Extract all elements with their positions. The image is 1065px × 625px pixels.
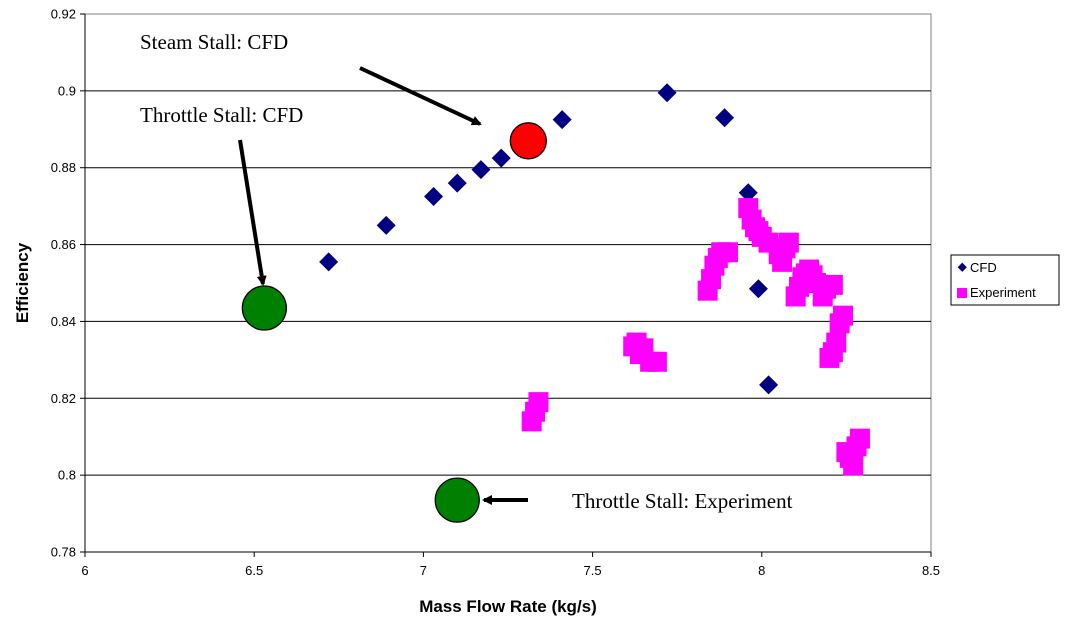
y-tick-label: 0.82 xyxy=(51,391,76,406)
cfd-point xyxy=(657,83,677,103)
y-tick-label: 0.8 xyxy=(58,468,76,483)
y-tick-labels: 0.78 0.8 0.82 0.84 0.86 0.88 0.9 0.92 xyxy=(51,7,76,560)
y-tick-label: 0.78 xyxy=(51,545,76,560)
y-tick-label: 0.88 xyxy=(51,160,76,175)
x-tick-labels: 6 6.5 7 7.5 8 8.5 xyxy=(81,563,940,578)
series-cfd xyxy=(319,83,779,395)
annotation-throttle-stall-experiment: Throttle Stall: Experiment xyxy=(434,477,793,523)
y-tick-label: 0.86 xyxy=(51,237,76,252)
x-tick-label: 7 xyxy=(420,563,427,578)
x-axis-title: Mass Flow Rate (kg/s) xyxy=(419,597,597,616)
experiment-point xyxy=(849,428,870,449)
steam-stall-cfd-arrow xyxy=(359,66,482,126)
experiment-point xyxy=(528,392,549,413)
throttle-stall-cfd-marker xyxy=(241,285,288,331)
series-experiment xyxy=(521,198,870,476)
throttle-stall-cfd-arrow xyxy=(238,139,267,286)
experiment-point xyxy=(717,242,738,263)
legend-box xyxy=(950,254,1060,306)
legend: CFD Experiment xyxy=(950,254,1060,306)
cfd-point xyxy=(471,160,491,180)
experiment-point xyxy=(826,332,847,353)
steam-stall-cfd-label: Steam Stall: CFD xyxy=(140,30,288,54)
cfd-point xyxy=(552,110,572,130)
axes xyxy=(80,13,932,557)
experiment-point xyxy=(646,351,667,372)
throttle-stall-cfd-label: Throttle Stall: CFD xyxy=(140,103,303,127)
cfd-point xyxy=(759,375,779,395)
experiment-point xyxy=(778,232,799,253)
y-tick-label: 0.92 xyxy=(51,7,76,22)
experiment-point xyxy=(843,455,864,476)
experiment-point xyxy=(833,305,854,326)
steam-stall-cfd-marker xyxy=(509,122,547,160)
y-tick-label: 0.9 xyxy=(58,83,76,98)
legend-cfd-label: CFD xyxy=(970,260,997,275)
cfd-point xyxy=(447,173,467,193)
throttle-stall-experiment-label: Throttle Stall: Experiment xyxy=(572,489,793,513)
cfd-point xyxy=(376,215,396,235)
annotation-steam-stall-cfd: Steam Stall: CFD xyxy=(140,30,547,160)
x-tick-label: 6.5 xyxy=(245,563,263,578)
x-tick-label: 7.5 xyxy=(584,563,602,578)
cfd-point xyxy=(715,108,735,128)
x-tick-label: 8.5 xyxy=(922,563,940,578)
experiment-point xyxy=(822,274,843,295)
legend-cfd-swatch xyxy=(957,262,967,272)
grid-lines xyxy=(85,90,931,476)
legend-experiment-swatch xyxy=(957,288,967,298)
x-tick-label: 8 xyxy=(758,563,765,578)
cfd-point xyxy=(424,187,444,207)
y-axis-title: Efficiency xyxy=(13,242,32,323)
annotation-throttle-stall-cfd: Throttle Stall: CFD xyxy=(140,103,303,331)
throttle-stall-experiment-marker xyxy=(434,477,480,523)
cfd-point xyxy=(748,279,768,299)
cfd-point xyxy=(738,183,758,203)
cfd-point xyxy=(491,148,511,168)
cfd-point xyxy=(319,252,339,272)
x-tick-label: 6 xyxy=(81,563,88,578)
legend-experiment-label: Experiment xyxy=(970,285,1036,300)
y-tick-label: 0.84 xyxy=(51,314,76,329)
